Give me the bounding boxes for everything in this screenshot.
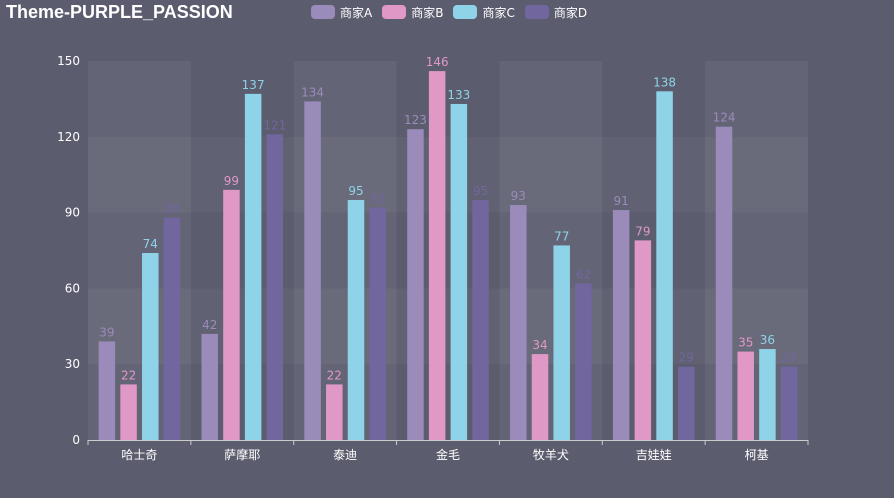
bar <box>326 384 343 440</box>
x-tick-label: 吉娃娃 <box>636 448 672 462</box>
bar <box>347 199 365 440</box>
bar <box>472 199 489 440</box>
x-tick-label: 牧羊犬 <box>533 447 569 462</box>
bar-value-label: 95 <box>348 184 363 198</box>
bar-value-label: 79 <box>635 224 650 238</box>
bar-value-label: 137 <box>242 78 265 92</box>
bar-value-label: 88 <box>164 202 179 216</box>
bar <box>201 333 218 440</box>
bar <box>553 245 570 440</box>
legend-item-a[interactable]: 商家A <box>311 4 372 21</box>
bar <box>531 354 549 440</box>
bar <box>163 217 181 440</box>
x-tick-label: 哈士奇 <box>121 448 157 462</box>
bar-value-label: 34 <box>532 338 547 352</box>
bar-value-label: 123 <box>404 113 427 127</box>
y-tick-label: 150 <box>57 54 80 68</box>
bar-value-label: 91 <box>614 194 629 208</box>
x-tick-label: 柯基 <box>745 448 769 462</box>
x-tick-label: 泰迪 <box>333 448 357 462</box>
bar-value-label: 29 <box>781 351 796 365</box>
legend-swatch-d <box>524 5 549 19</box>
bar-value-label: 74 <box>143 237 158 251</box>
legend-swatch-a <box>311 5 335 19</box>
bar <box>266 134 284 441</box>
bar-value-label: 42 <box>202 318 217 332</box>
legend-item-b[interactable]: 商家B <box>382 4 443 21</box>
bar-value-label: 35 <box>738 336 753 350</box>
bar <box>223 189 240 440</box>
bar-value-label: 138 <box>653 75 676 89</box>
bar <box>656 91 673 440</box>
bar <box>612 210 630 440</box>
bar <box>634 240 652 440</box>
bar <box>407 129 424 440</box>
bar <box>510 205 527 440</box>
legend-item-c[interactable]: 商家C <box>453 4 515 21</box>
legend: 商家A 商家B 商家C 商家D <box>311 4 597 20</box>
legend-item-d[interactable]: 商家D <box>524 4 588 21</box>
bar-value-label: 93 <box>511 189 526 203</box>
chart-title: Theme-PURPLE_PASSION <box>6 2 233 22</box>
bar-value-label: 22 <box>327 368 342 382</box>
bar-value-label: 99 <box>224 174 239 188</box>
bar-value-label: 124 <box>713 111 736 125</box>
bar-value-label: 39 <box>99 325 114 339</box>
bar <box>575 283 592 440</box>
legend-label-a: 商家A <box>340 5 373 20</box>
bar-value-label: 95 <box>473 184 488 198</box>
bar <box>244 93 262 440</box>
bar <box>715 126 733 441</box>
bar <box>142 253 159 440</box>
bar <box>780 366 798 440</box>
legend-label-b: 商家B <box>411 5 444 20</box>
y-tick-label: 30 <box>65 357 80 371</box>
bar-value-label: 77 <box>554 229 569 243</box>
bar <box>428 71 446 441</box>
x-tick-label: 萨摩耶 <box>224 447 260 462</box>
bar <box>120 384 137 440</box>
bar-value-label: 29 <box>679 351 694 365</box>
legend-swatch-c <box>453 5 478 19</box>
legend-swatch-b <box>382 5 407 19</box>
legend-label-c: 商家C <box>482 5 515 20</box>
bar <box>304 101 321 440</box>
bar-value-label: 146 <box>426 55 449 69</box>
bar <box>737 351 754 440</box>
bar-value-label: 62 <box>576 267 591 281</box>
bar-value-label: 92 <box>370 192 385 206</box>
y-tick-label: 90 <box>65 206 80 220</box>
bar <box>369 207 386 440</box>
bar <box>678 366 695 440</box>
bar <box>98 341 116 440</box>
bar-value-label: 22 <box>121 368 136 382</box>
y-tick-label: 120 <box>57 130 80 144</box>
bar <box>759 349 776 440</box>
x-tick-label: 金毛 <box>436 447 460 462</box>
bar-value-label: 121 <box>263 118 286 132</box>
y-tick-label: 60 <box>65 281 80 295</box>
bar-value-label: 134 <box>301 85 324 99</box>
bar-value-label: 133 <box>447 88 470 102</box>
bar-value-label: 36 <box>760 333 775 347</box>
y-split-area <box>88 136 808 213</box>
y-tick-label: 0 <box>72 433 80 447</box>
bar <box>450 103 468 440</box>
legend-label-d: 商家D <box>553 5 588 20</box>
